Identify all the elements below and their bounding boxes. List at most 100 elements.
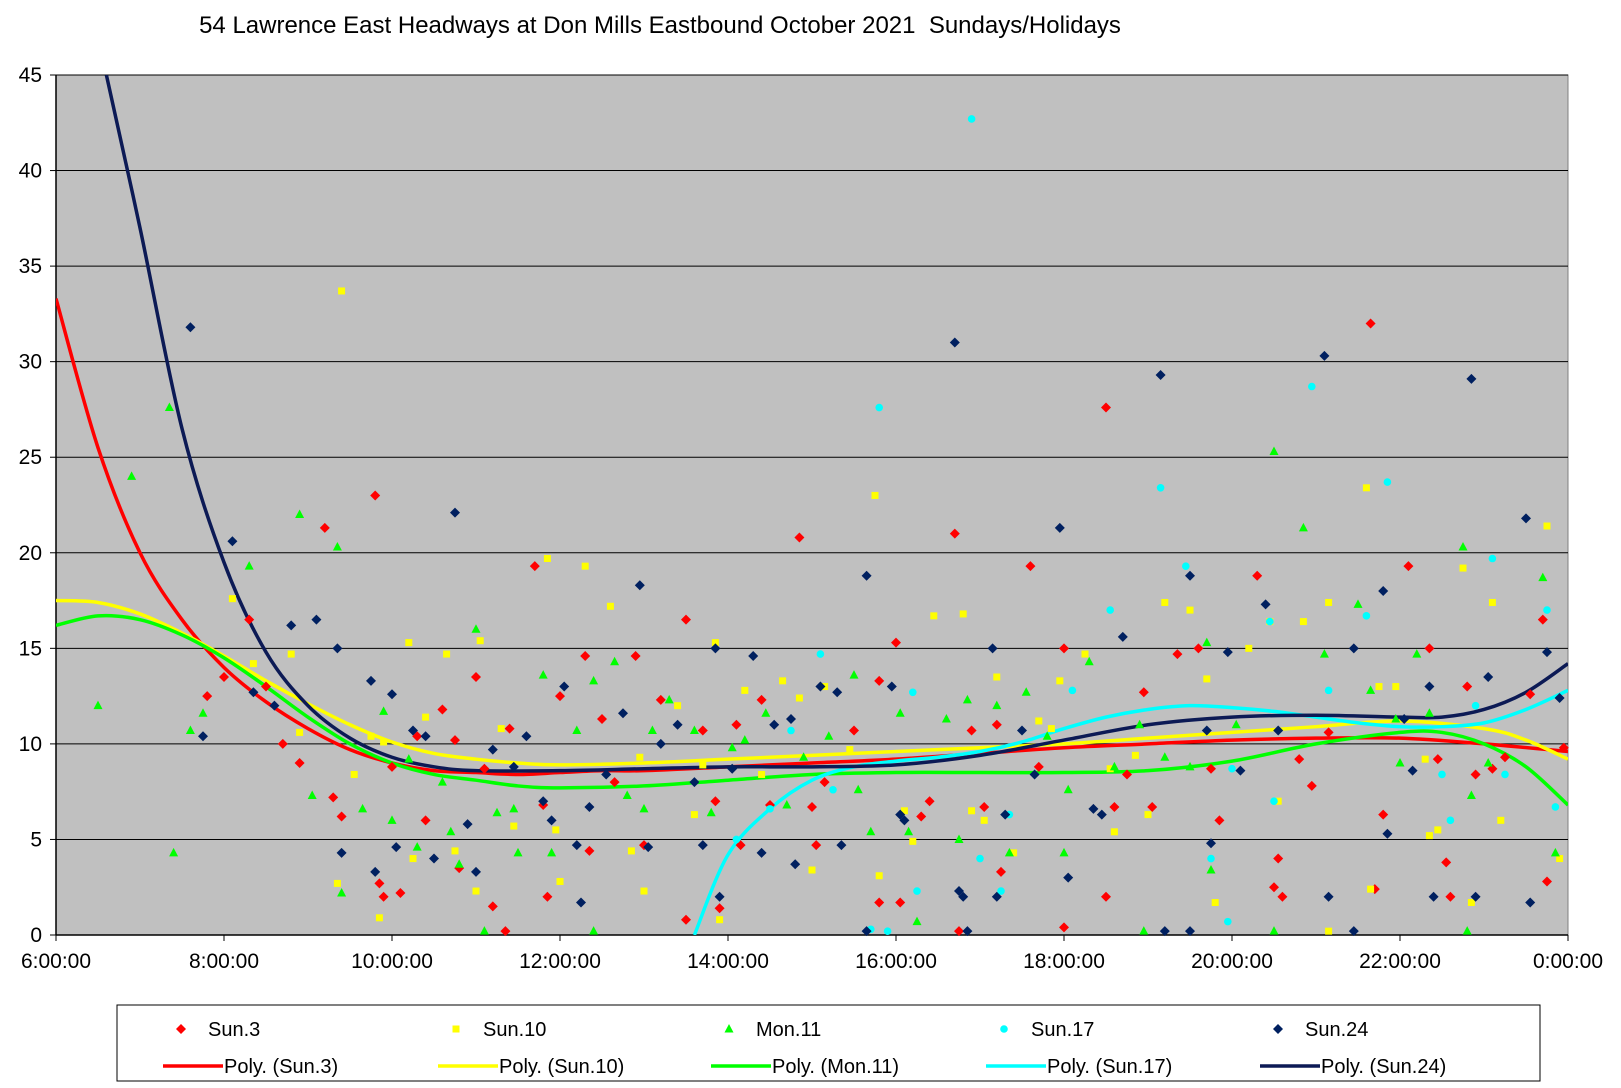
point-mon-11-13 <box>387 815 397 824</box>
point-mon-11-30 <box>622 790 632 799</box>
x-tick-label-2: 10:00:00 <box>351 950 433 973</box>
point-sun-24-90 <box>1525 897 1536 908</box>
point-sun-17-17 <box>1182 562 1190 570</box>
point-sun-3-28 <box>580 650 591 661</box>
point-sun-24-65 <box>1117 631 1128 642</box>
trendline-poly-sun-10 <box>56 598 1568 767</box>
point-sun-10-49 <box>1035 717 1043 725</box>
point-sun-24-73 <box>1235 765 1246 776</box>
point-sun-24-3 <box>248 687 259 698</box>
legend-label-poly-sun-24: Poly. (Sun.24) <box>1321 1056 1446 1078</box>
x-tick-label-3: 12:00:00 <box>519 950 601 973</box>
point-mon-11-63 <box>1202 637 1212 647</box>
point-sun-3-31 <box>609 777 620 788</box>
point-sun-3-42 <box>756 694 767 705</box>
point-sun-24-21 <box>521 731 532 742</box>
point-mon-11-17 <box>446 826 456 836</box>
point-sun-24-30 <box>634 580 645 591</box>
point-sun-3-68 <box>1122 769 1132 780</box>
point-sun-10-34 <box>779 677 787 685</box>
point-sun-3-37 <box>697 725 708 736</box>
point-sun-17-25 <box>1362 612 1371 620</box>
point-mon-11-44 <box>866 826 876 836</box>
point-sun-24-36 <box>710 643 721 654</box>
y-tick-label-35: 35 <box>19 255 42 278</box>
point-sun-10-9 <box>380 738 388 746</box>
x-tick-label-6: 18:00:00 <box>1023 950 1105 973</box>
point-sun-10-1 <box>249 660 257 668</box>
point-sun-24-54 <box>958 891 969 902</box>
point-mon-11-76 <box>1458 542 1468 551</box>
point-sun-3-6 <box>319 522 330 533</box>
point-sun-24-31 <box>643 842 654 853</box>
x-tick-label-1: 8:00:00 <box>189 950 259 973</box>
point-sun-10-24 <box>627 847 635 855</box>
point-sun-3-94 <box>1525 689 1536 700</box>
point-mon-11-5 <box>198 708 208 717</box>
point-sun-24-23 <box>546 815 557 826</box>
point-mon-11-20 <box>479 926 489 935</box>
point-mon-11-9 <box>332 542 342 551</box>
point-sun-3-23 <box>504 723 515 734</box>
point-sun-10-42 <box>909 837 917 845</box>
point-sun-3-59 <box>991 719 1002 730</box>
point-mon-11-80 <box>1538 572 1548 582</box>
point-sun-10-79 <box>1556 855 1564 863</box>
point-sun-10-17 <box>497 725 505 733</box>
point-mon-11-21 <box>492 807 502 817</box>
x-tick-label-9: 0:00:00 <box>1533 950 1603 973</box>
point-mon-11-41 <box>824 731 834 740</box>
point-sun-24-67 <box>1159 926 1170 937</box>
point-sun-3-70 <box>1147 801 1158 812</box>
point-mon-11-79 <box>1483 758 1493 767</box>
point-sun-10-56 <box>1144 811 1152 819</box>
point-sun-10-7 <box>367 732 375 740</box>
point-sun-3-10 <box>374 878 385 889</box>
point-sun-10-39 <box>871 491 879 499</box>
point-sun-3-58 <box>979 801 990 812</box>
point-sun-17-4 <box>829 785 837 794</box>
plot-area <box>55 74 1569 936</box>
point-sun-17-22 <box>1270 797 1278 806</box>
trendline-poly-mon-11 <box>56 613 1568 807</box>
point-sun-3-65 <box>1101 402 1111 413</box>
point-sun-3-97 <box>1558 742 1569 753</box>
y-tick-label-40: 40 <box>19 160 42 183</box>
point-mon-11-42 <box>849 670 859 679</box>
point-sun-17-26 <box>1383 478 1392 486</box>
point-mon-11-0 <box>93 700 103 710</box>
point-sun-10-19 <box>543 555 551 563</box>
point-mon-11-25 <box>547 847 557 857</box>
point-mon-11-73 <box>1395 758 1405 767</box>
point-mon-11-43 <box>853 784 863 794</box>
point-mon-11-18 <box>454 859 464 868</box>
point-sun-10-77 <box>1497 816 1505 824</box>
point-sun-10-36 <box>808 866 816 874</box>
point-mon-11-40 <box>799 752 809 761</box>
point-sun-17-0 <box>732 835 741 844</box>
point-sun-24-52 <box>949 337 960 348</box>
point-sun-17-10 <box>967 115 976 123</box>
point-sun-3-44 <box>794 532 805 543</box>
point-mon-11-28 <box>589 675 599 685</box>
point-sun-10-67 <box>1362 484 1370 492</box>
point-sun-17-8 <box>909 688 917 697</box>
point-mon-11-22 <box>509 803 519 813</box>
point-sun-24-79 <box>1348 926 1359 937</box>
point-sun-24-4 <box>269 700 280 711</box>
point-sun-3-48 <box>849 725 859 736</box>
point-mon-11-38 <box>761 708 771 717</box>
point-sun-10-66 <box>1325 927 1333 935</box>
point-sun-3-22 <box>500 926 511 937</box>
point-mon-11-31 <box>639 803 649 813</box>
trendline-poly-sun-17 <box>692 688 1568 935</box>
point-sun-24-61 <box>1054 522 1065 533</box>
y-tick-label-45: 45 <box>19 64 42 87</box>
point-sun-10-71 <box>1421 755 1429 763</box>
point-sun-24-57 <box>991 891 1002 902</box>
point-sun-24-71 <box>1206 838 1216 849</box>
point-sun-24-33 <box>672 719 683 730</box>
legend-marker-sun-3 <box>176 1024 186 1034</box>
y-tick-label-15: 15 <box>19 637 42 660</box>
